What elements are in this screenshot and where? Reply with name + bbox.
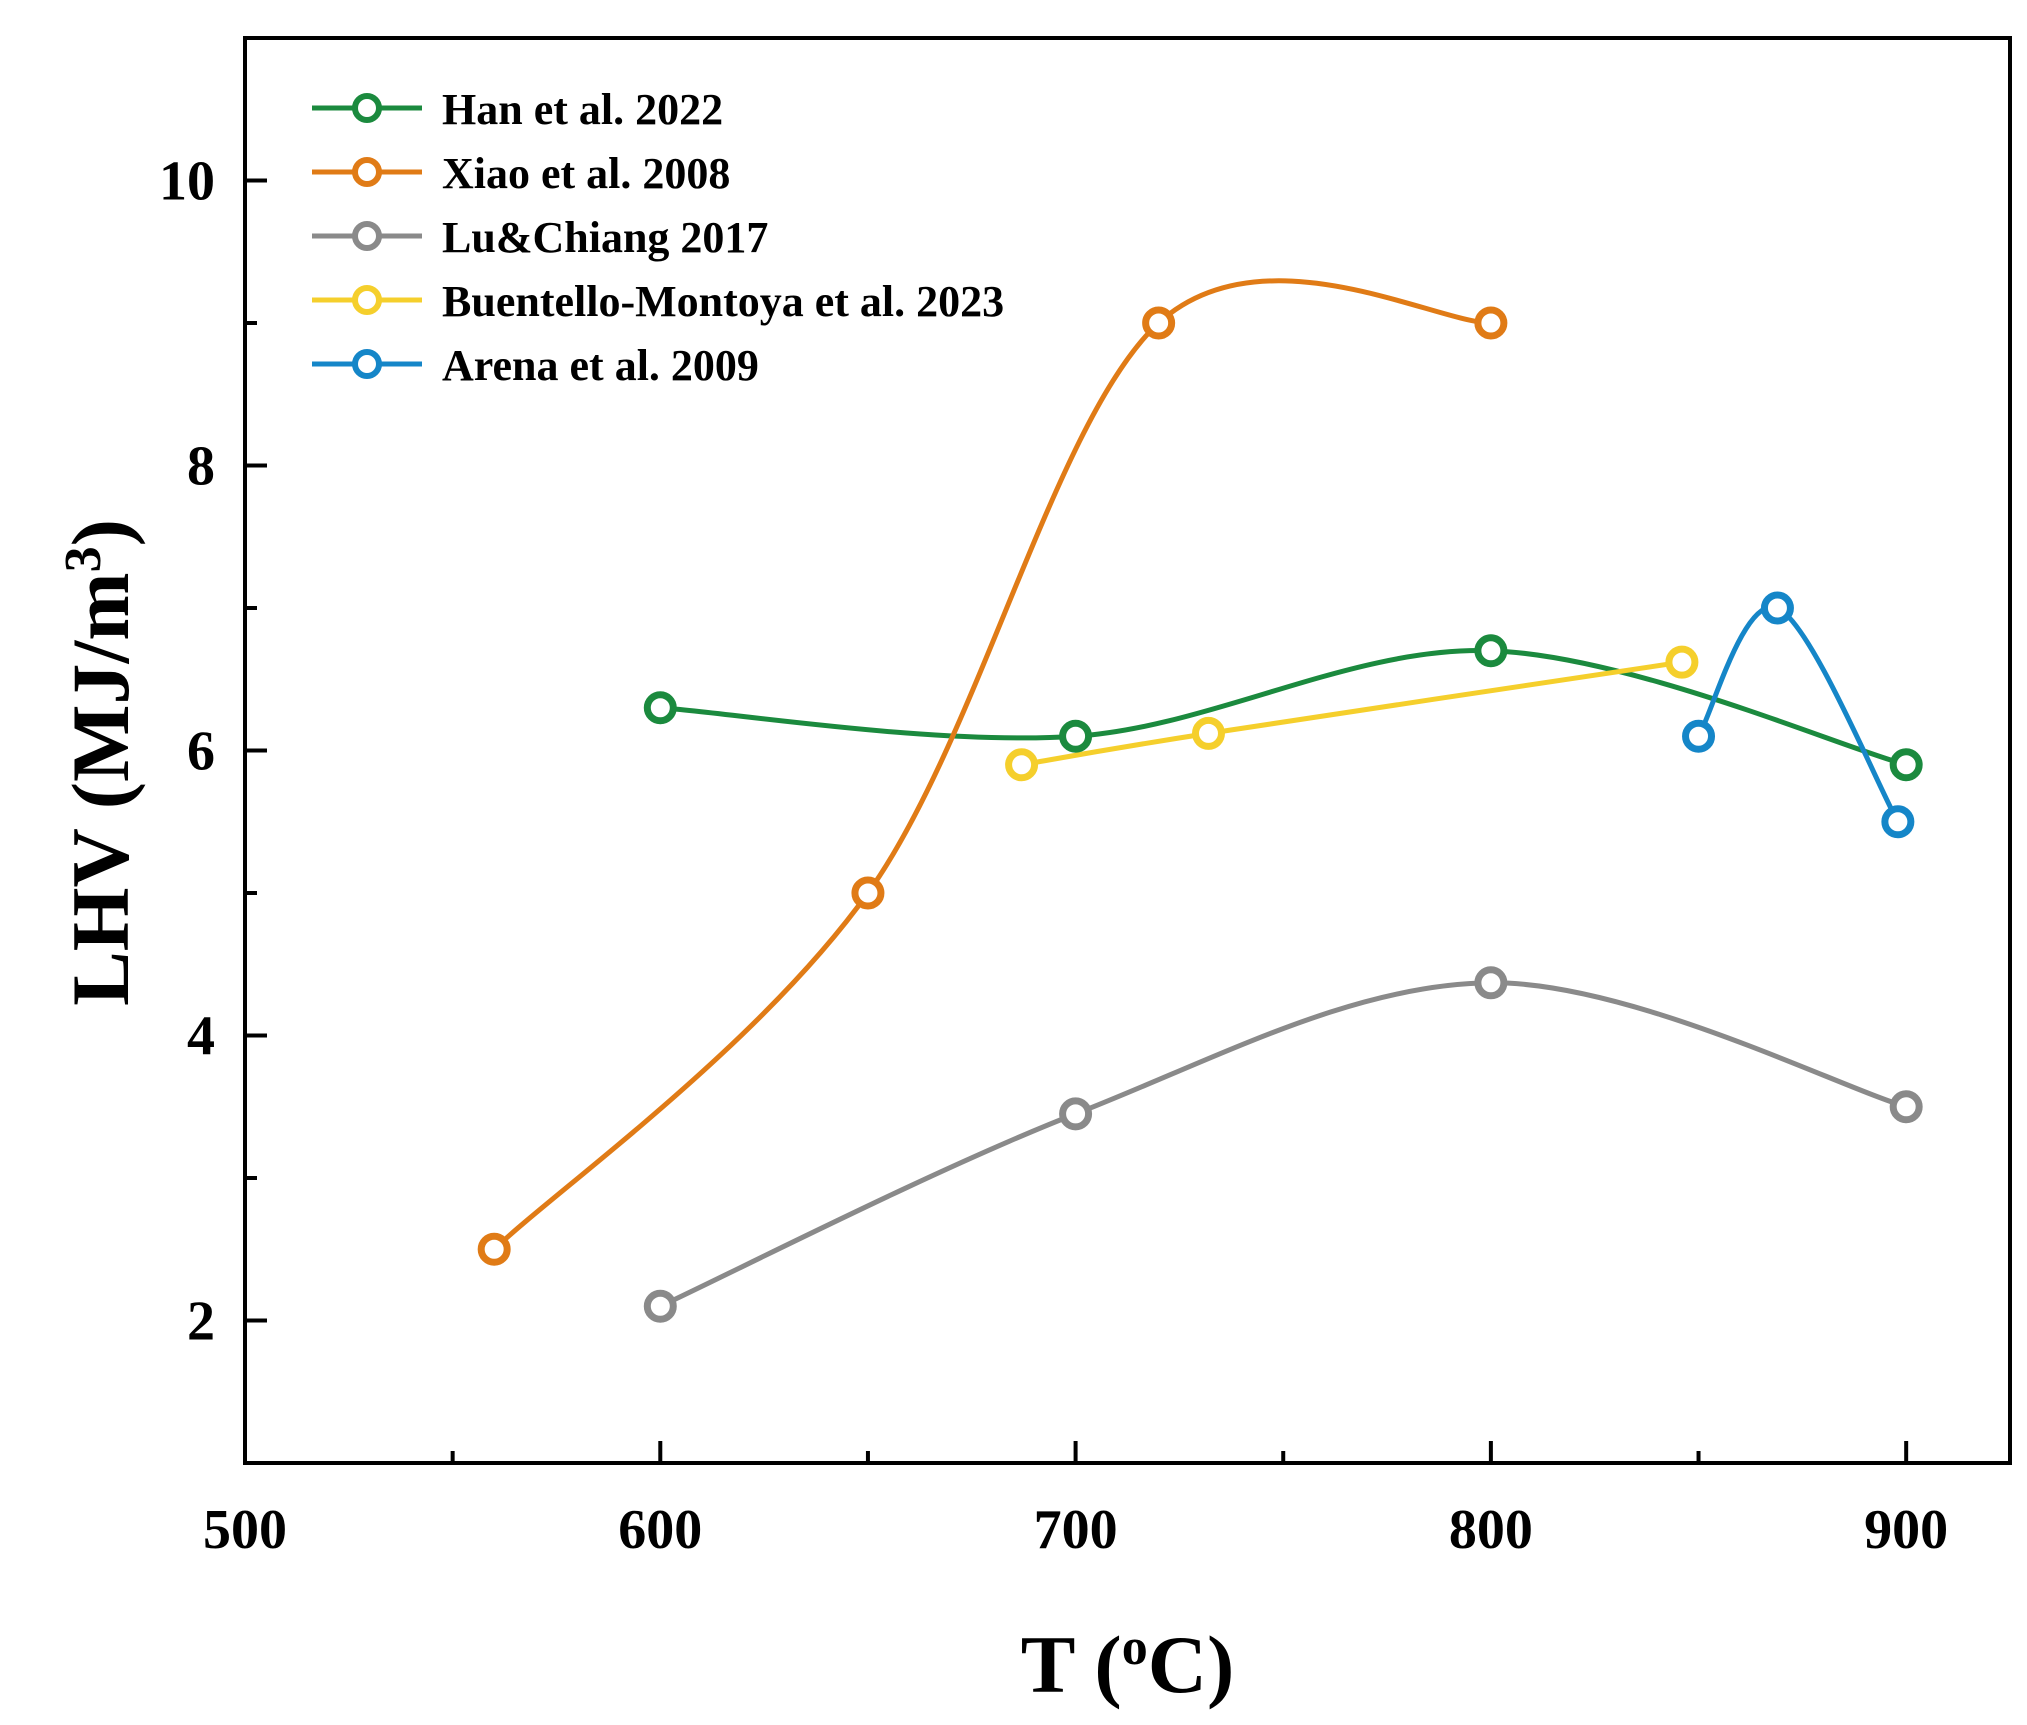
data-point (643, 691, 677, 725)
series-line-0 (660, 648, 1907, 768)
series-line-2 (659, 980, 1907, 1309)
data-point (1760, 591, 1794, 625)
data-point (477, 1232, 511, 1266)
x-tick-label: 900 (1864, 1499, 1948, 1561)
data-point (1005, 748, 1039, 782)
y-tick-label: 10 (159, 151, 215, 213)
legend-label: Arena et al. 2009 (442, 341, 759, 390)
x-axis-title: T (oC) (1021, 1619, 1235, 1711)
data-point (1474, 306, 1508, 340)
data-point (1881, 805, 1915, 839)
data-point (1191, 716, 1225, 750)
data-point (1889, 748, 1923, 782)
legend: Han et al. 2022 Xiao et al. 2008 Lu&Chiang… (312, 85, 1004, 390)
y-tick-label: 4 (187, 1006, 215, 1068)
y-tick-label: 2 (187, 1291, 215, 1353)
x-tick-label: 600 (618, 1499, 702, 1561)
series-line-4 (1696, 604, 1901, 823)
series-line-3 (1021, 659, 1683, 768)
series-curves (492, 278, 1907, 1309)
data-point (1059, 719, 1093, 753)
data-point (1142, 306, 1176, 340)
axis-tick-labels: 500 600 700 800 900 2 4 6 8 10 (159, 151, 1948, 1562)
data-point (851, 876, 885, 910)
legend-label: Xiao et al. 2008 (442, 149, 730, 198)
legend-label: Lu&Chiang 2017 (442, 213, 768, 262)
legend-label: Buentello-Montoya et al. 2023 (442, 277, 1004, 326)
legend-marker (352, 349, 382, 379)
legend-marker (352, 93, 382, 123)
y-axis-title: LHV (MJ/m3) (55, 519, 147, 1006)
x-tick-label: 500 (203, 1499, 287, 1561)
x-tick-label: 800 (1449, 1499, 1533, 1561)
y-tick-label: 8 (187, 436, 215, 498)
data-point (1665, 645, 1699, 679)
legend-marker (352, 285, 382, 315)
y-tick-label: 6 (187, 721, 215, 783)
data-point (1889, 1090, 1923, 1124)
axis-ticks (243, 178, 1909, 1463)
data-point (1682, 719, 1716, 753)
data-point (1059, 1097, 1093, 1131)
x-tick-label: 700 (1034, 1499, 1118, 1561)
legend-marker (352, 157, 382, 187)
series-markers (477, 306, 1923, 1323)
data-point (643, 1289, 677, 1323)
legend-label: Han et al. 2022 (442, 85, 723, 134)
legend-marker (352, 221, 382, 251)
data-point (1474, 966, 1508, 1000)
data-point (1474, 634, 1508, 668)
series-line-1 (492, 278, 1491, 1252)
